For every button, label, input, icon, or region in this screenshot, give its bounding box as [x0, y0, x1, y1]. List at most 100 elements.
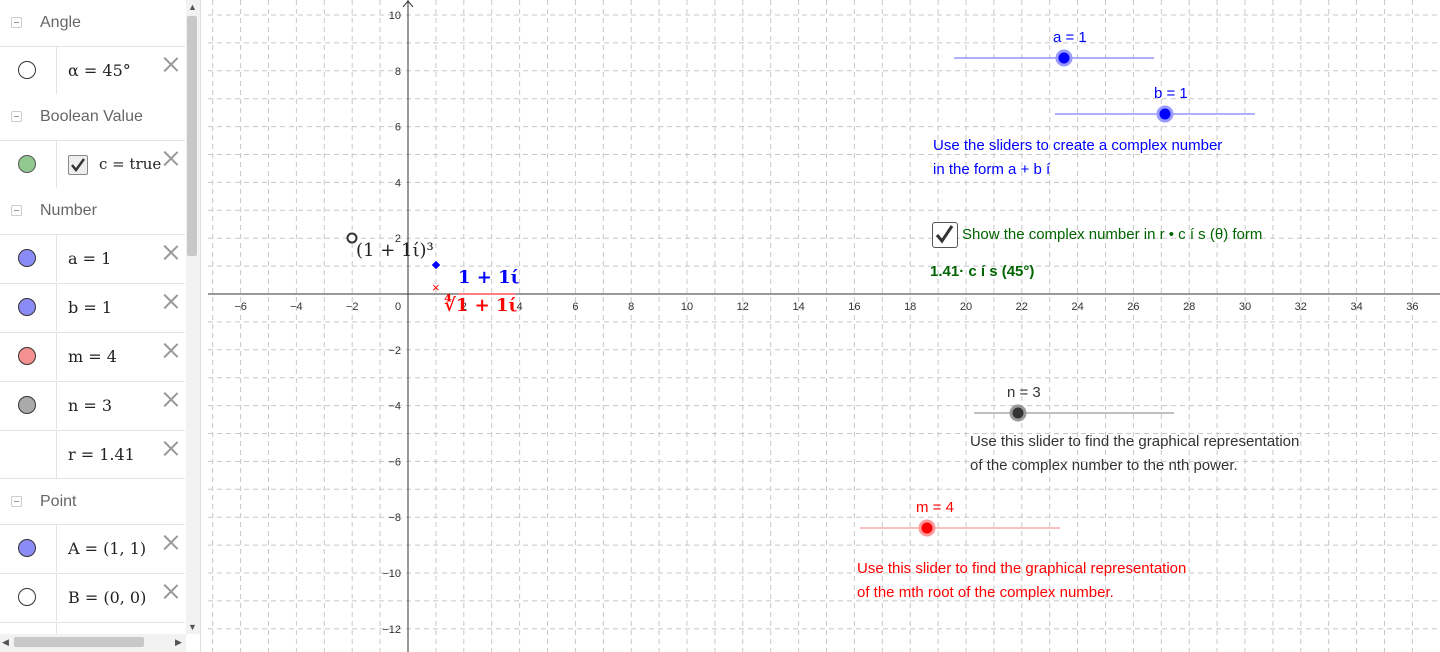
x-tick-label: 4 [517, 301, 523, 313]
x-tick-label: 26 [1127, 301, 1139, 313]
x-tick-label: 22 [1016, 301, 1028, 313]
slider-b-label: b = 1 [1154, 85, 1188, 102]
root-point-icon[interactable]: × [432, 280, 440, 295]
visibility-toggle-icon[interactable] [18, 155, 36, 173]
expression-a[interactable]: a = 1 [68, 249, 112, 268]
x-tick-label: 28 [1183, 301, 1195, 313]
scroll-right-icon[interactable]: ▶ [175, 637, 182, 647]
x-tick-label: 0 [395, 301, 401, 313]
y-tick-label: −6 [388, 456, 401, 468]
category-label: Angle [40, 14, 81, 31]
graphics-view[interactable]: −6 −4 −2 0 2 4 6 8 10 12 14 16 18 20 22 24 26 28 30 32 34 36 … [201, 0, 1440, 652]
visibility-toggle-icon[interactable] [18, 588, 36, 606]
scroll-up-icon[interactable]: ▲ [188, 2, 197, 12]
delete-icon[interactable] [161, 149, 181, 169]
slider-a-label: a = 1 [1053, 29, 1087, 46]
visibility-toggle-icon[interactable] [18, 249, 36, 267]
x-tick-label: −6 [234, 301, 247, 313]
x-tick-labels: −6 −4 −2 0 2 4 6 8 10 12 14 16 18 20 22 24 26 28 30 32 34 36 [234, 301, 1418, 313]
collapse-toggle-icon[interactable] [11, 496, 22, 507]
visibility-toggle-icon[interactable] [18, 347, 36, 365]
slider-n-label: n = 3 [1007, 384, 1041, 401]
visibility-toggle-icon[interactable] [18, 61, 36, 79]
x-tick-label: 34 [1350, 301, 1362, 313]
grid [208, 0, 1440, 652]
scroll-left-icon[interactable]: ◀ [2, 637, 9, 647]
expression-alpha[interactable]: α = 45° [68, 61, 131, 80]
y-tick-label: 4 [395, 177, 401, 189]
slider-m-label: m = 4 [916, 499, 954, 516]
root-label: ∜1 + 1ί [444, 295, 518, 316]
slider-n-handle[interactable] [1009, 404, 1027, 422]
x-tick-label: 18 [904, 301, 916, 313]
show-polar-label[interactable]: Show the complex number in r • c í s (θ)… [962, 226, 1263, 243]
delete-icon[interactable] [161, 390, 181, 410]
x-tick-label: −2 [346, 301, 359, 313]
expression-B[interactable]: B = (0, 0) [68, 588, 147, 607]
delete-icon[interactable] [161, 439, 181, 459]
show-polar-checkbox[interactable] [932, 222, 958, 248]
y-tick-label: 8 [395, 66, 401, 78]
y-tick-label: 6 [395, 122, 401, 134]
expression-n[interactable]: n = 3 [68, 396, 113, 415]
x-tick-label: 6 [572, 301, 578, 313]
x-tick-label: 10 [681, 301, 693, 313]
slider-a-handle[interactable] [1055, 49, 1073, 67]
collapse-toggle-icon[interactable] [11, 111, 22, 122]
delete-icon[interactable] [161, 55, 181, 75]
power-point[interactable] [346, 232, 358, 244]
y-tick-label: −10 [382, 568, 401, 580]
y-tick-label: 10 [389, 10, 401, 22]
visibility-toggle-icon[interactable] [18, 539, 36, 557]
algebra-row-n[interactable]: n = 3 [0, 381, 185, 429]
checkbox-c[interactable] [68, 155, 88, 175]
algebra-row-m[interactable]: m = 4 [0, 332, 185, 380]
category-angle[interactable]: Angle [0, 0, 185, 46]
scroll-down-icon[interactable]: ▼ [188, 622, 197, 632]
visibility-toggle-icon[interactable] [18, 298, 36, 316]
x-tick-label: 20 [960, 301, 972, 313]
point-A[interactable] [431, 260, 441, 270]
y-tick-label: −4 [388, 401, 401, 413]
delete-icon[interactable] [161, 341, 181, 361]
algebra-row-A[interactable]: A = (1, 1) [0, 524, 185, 572]
algebra-row-a[interactable]: a = 1 [0, 234, 185, 282]
delete-icon[interactable] [161, 243, 181, 263]
algebra-row-r[interactable]: r = 1.41 [0, 430, 185, 478]
slider-b-handle[interactable] [1156, 105, 1174, 123]
expression-A[interactable]: A = (1, 1) [68, 539, 147, 558]
collapse-toggle-icon[interactable] [11, 205, 22, 216]
expression-r[interactable]: r = 1.41 [68, 445, 135, 464]
expression-b[interactable]: b = 1 [68, 298, 112, 317]
y-tick-labels: 10 8 6 4 2 −2 −4 −6 −8 −10 −12 [382, 10, 401, 636]
expression-m[interactable]: m = 4 [68, 347, 117, 366]
delete-icon[interactable] [161, 292, 181, 312]
category-label: Number [40, 202, 97, 219]
category-boolean[interactable]: Boolean Value [0, 94, 185, 140]
y-tick-label: 2 [395, 233, 401, 245]
x-tick-label: 36 [1406, 301, 1418, 313]
category-number[interactable]: Number [0, 188, 185, 234]
category-point[interactable]: Point [0, 478, 185, 525]
algebra-row-b[interactable]: b = 1 [0, 283, 185, 331]
vertical-scroll-thumb[interactable] [187, 16, 197, 256]
horizontal-scroll-thumb[interactable] [14, 637, 144, 647]
x-tick-label: 12 [737, 301, 749, 313]
instructions-m: Use this slider to find the graphical re… [857, 560, 1187, 601]
delete-icon[interactable] [161, 533, 181, 553]
polar-form-text: 1.41· c í s (45°) [930, 263, 1035, 280]
category-label: Boolean Value [40, 108, 143, 125]
expression-c[interactable]: c = true [99, 155, 162, 173]
x-tick-label: 24 [1071, 301, 1083, 313]
visibility-toggle-icon[interactable] [18, 396, 36, 414]
slider-m-handle[interactable] [918, 519, 936, 537]
algebra-view: Angle α = 45° Boolean Value c = true Num… [0, 0, 201, 652]
delete-icon[interactable] [161, 582, 181, 602]
x-tick-label: 2 [461, 301, 467, 313]
collapse-toggle-icon[interactable] [11, 17, 22, 28]
algebra-row-alpha[interactable]: α = 45° [0, 46, 185, 94]
x-tick-label: −4 [290, 301, 303, 313]
power-label: (1 + 1ί)³ [356, 240, 434, 261]
algebra-row-B[interactable]: B = (0, 0) [0, 573, 185, 621]
algebra-row-c[interactable]: c = true [0, 140, 185, 188]
